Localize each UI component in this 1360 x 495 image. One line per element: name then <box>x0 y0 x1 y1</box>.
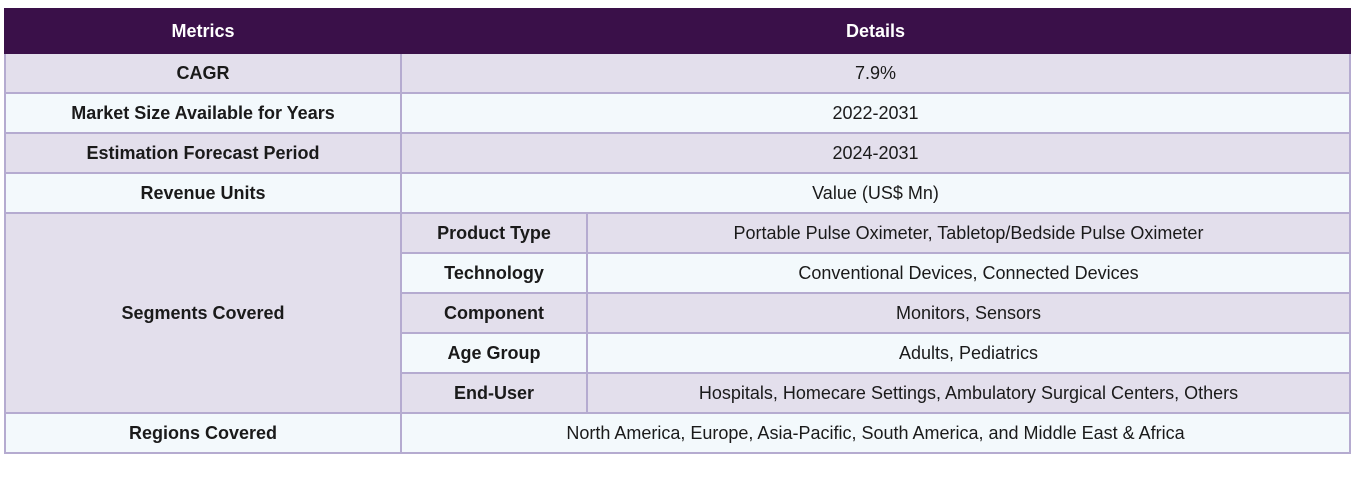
table-row: Age Group Adults, Pediatrics <box>5 332 1351 374</box>
segment-name-age-group: Age Group <box>400 332 588 374</box>
segment-value-end-user: Hospitals, Homecare Settings, Ambulatory… <box>586 372 1351 414</box>
metrics-header: Metrics <box>4 8 402 54</box>
details-header: Details <box>400 8 1351 54</box>
segment-name-end-user: End-User <box>400 372 588 414</box>
detail-regions-covered: North America, Europe, Asia-Pacific, Sou… <box>400 412 1351 454</box>
segment-value-technology: Conventional Devices, Connected Devices <box>586 252 1351 294</box>
detail-forecast-period: 2024-2031 <box>400 132 1351 174</box>
segment-value-component: Monitors, Sensors <box>586 292 1351 334</box>
segment-value-age-group: Adults, Pediatrics <box>586 332 1351 374</box>
table-row: Regions Covered North America, Europe, A… <box>4 412 1351 454</box>
table-row: Revenue Units Value (US$ Mn) <box>4 172 1351 214</box>
metric-segments-covered: Segments Covered <box>4 212 402 414</box>
table-row: Estimation Forecast Period 2024-2031 <box>4 132 1351 174</box>
table-row: End-User Hospitals, Homecare Settings, A… <box>5 372 1351 414</box>
report-scope-table: Metrics Details CAGR 7.9% Market Size Av… <box>4 8 1351 454</box>
metric-market-size-years: Market Size Available for Years <box>4 92 402 134</box>
table-row: Market Size Available for Years 2022-203… <box>4 92 1351 134</box>
segment-name-product-type: Product Type <box>400 212 588 254</box>
table-row: CAGR 7.9% <box>4 52 1351 94</box>
report-scope-table-wrapper: Metrics Details CAGR 7.9% Market Size Av… <box>4 8 1351 454</box>
metric-forecast-period: Estimation Forecast Period <box>4 132 402 174</box>
table-header-row: Metrics Details <box>4 8 1351 54</box>
metric-cagr: CAGR <box>4 52 402 94</box>
table-row: Technology Conventional Devices, Connect… <box>5 252 1351 294</box>
table-row: Segments Covered Product Type Portable P… <box>4 212 1351 414</box>
segment-value-product-type: Portable Pulse Oximeter, Tabletop/Bedsid… <box>586 212 1351 254</box>
detail-cagr: 7.9% <box>400 52 1351 94</box>
segment-name-component: Component <box>400 292 588 334</box>
detail-revenue-units: Value (US$ Mn) <box>400 172 1351 214</box>
segment-name-technology: Technology <box>400 252 588 294</box>
table-row: Component Monitors, Sensors <box>5 292 1351 334</box>
detail-market-size-years: 2022-2031 <box>400 92 1351 134</box>
metric-revenue-units: Revenue Units <box>4 172 402 214</box>
metric-regions-covered: Regions Covered <box>4 412 402 454</box>
